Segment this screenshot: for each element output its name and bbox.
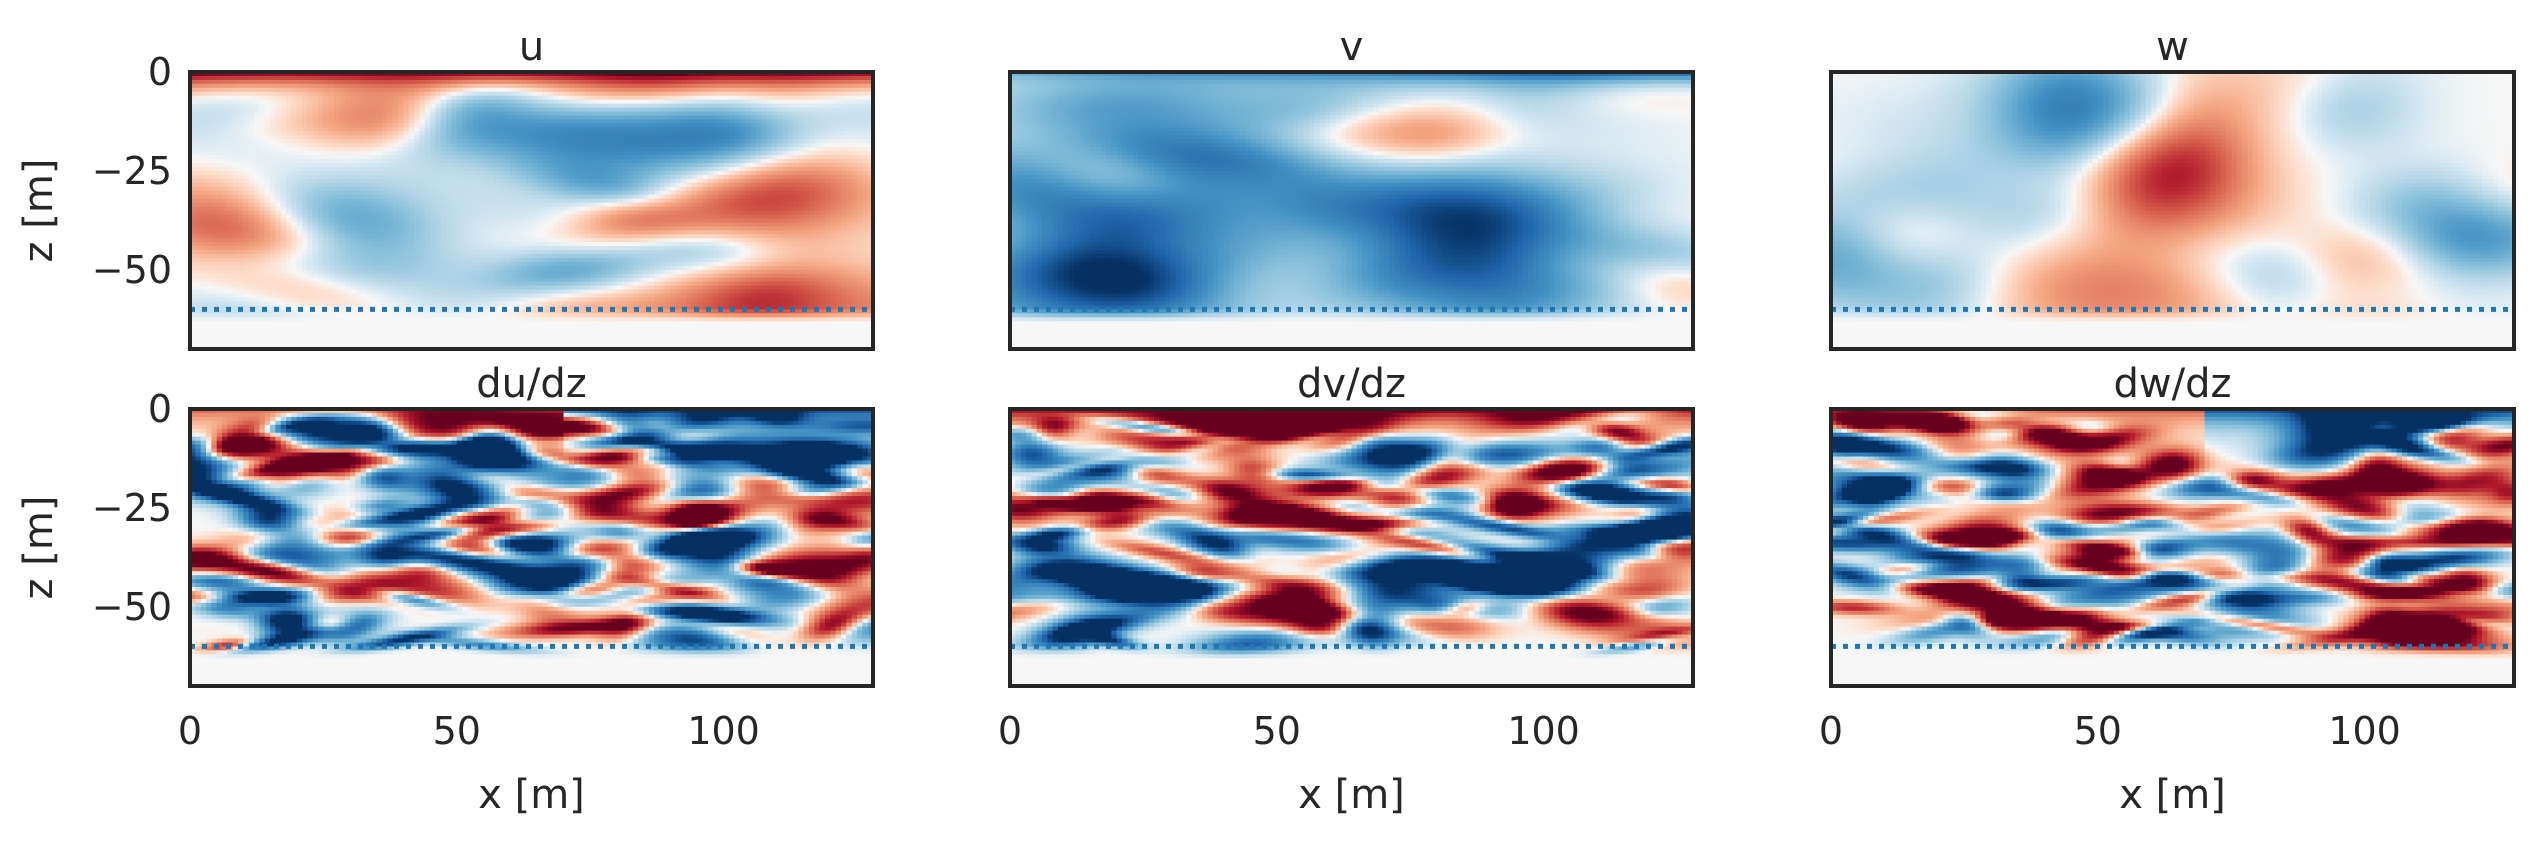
- x-axis-label: x [m]: [478, 772, 585, 818]
- y-tick-label: −50: [92, 248, 172, 292]
- heatmap-cells: [1831, 72, 2514, 349]
- panel-du-dz: du/dz 0 −25 −50 z [m] 0 50 100 x [m]: [16, 361, 875, 818]
- y-tick-label: 0: [148, 387, 172, 431]
- panel-title: u: [519, 24, 544, 70]
- heatmap-cells: [190, 72, 873, 349]
- y-axis-label: z [m]: [16, 496, 62, 600]
- heatmap-cells: [1010, 72, 1693, 349]
- axes-frame: [1829, 70, 2516, 351]
- axes-frame: [1829, 407, 2516, 688]
- panel-title: dw/dz: [2114, 361, 2232, 407]
- x-tick-label: 0: [1819, 709, 1843, 753]
- x-tick-label: 0: [998, 709, 1022, 753]
- panels: u 0 −25 −50 z [m] v w du/dz 0 −25 −50 z [m] 0 50 100 x …: [16, 24, 2516, 818]
- heatmap-cells: [1010, 409, 1693, 686]
- panel-title: dv/dz: [1297, 361, 1406, 407]
- heatmap-cells: [190, 409, 873, 686]
- panel-dv-dz: dv/dz 0 50 100 x [m]: [998, 361, 1695, 818]
- panel-w: w: [1829, 24, 2516, 351]
- x-tick-label: 100: [687, 709, 760, 753]
- x-axis-label: x [m]: [1298, 772, 1405, 818]
- panel-dw-dz: dw/dz 0 50 100 x [m]: [1819, 361, 2516, 818]
- axes-frame: [1008, 70, 1695, 351]
- panel-title: v: [1340, 24, 1364, 70]
- panel-title: w: [2156, 24, 2189, 70]
- y-tick-label: −50: [92, 585, 172, 629]
- y-tick-label: 0: [148, 50, 172, 94]
- x-tick-label: 50: [433, 709, 481, 753]
- x-tick-label: 50: [2074, 709, 2122, 753]
- panel-title: du/dz: [476, 361, 587, 407]
- x-tick-label: 0: [178, 709, 202, 753]
- y-tick-label: −25: [92, 149, 172, 193]
- panel-v: v: [1008, 24, 1695, 351]
- x-tick-label: 100: [2328, 709, 2401, 753]
- x-tick-label: 100: [1507, 709, 1580, 753]
- x-tick-label: 50: [1253, 709, 1301, 753]
- x-axis-label: x [m]: [2119, 772, 2226, 818]
- axes-frame: [1008, 407, 1695, 688]
- y-tick-label: −25: [92, 486, 172, 530]
- axes-frame: [188, 70, 875, 351]
- y-axis-label: z [m]: [16, 159, 62, 263]
- heatmap-cells: [1831, 409, 2514, 686]
- axes-frame: [188, 407, 875, 688]
- panel-u: u 0 −25 −50 z [m]: [16, 24, 875, 351]
